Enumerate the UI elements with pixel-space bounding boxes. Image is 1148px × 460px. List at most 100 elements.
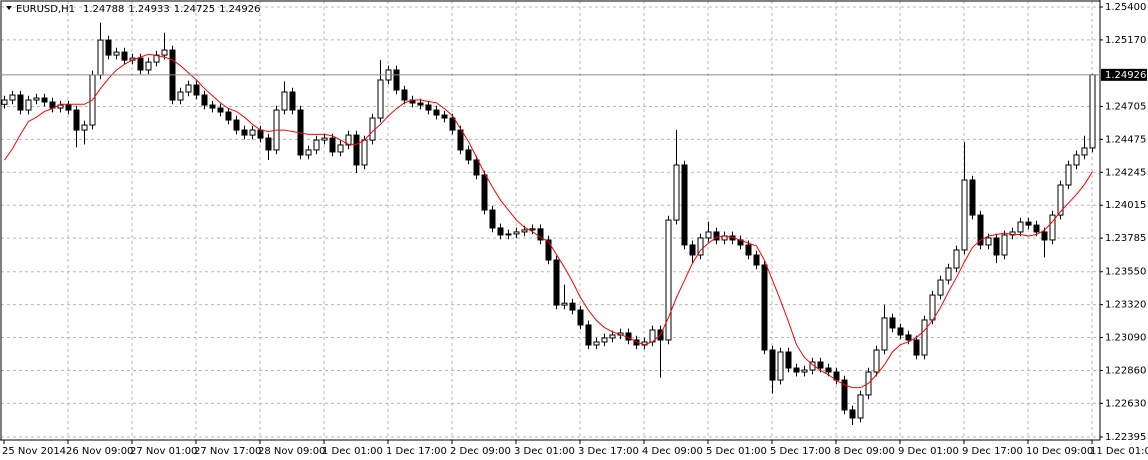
y-tick-label: 1.23090 bbox=[1105, 333, 1146, 344]
header-low: 1.24725 bbox=[174, 4, 215, 15]
candle-body bbox=[345, 134, 352, 146]
candle-body bbox=[401, 89, 408, 101]
candle-body bbox=[121, 51, 128, 61]
candle-body bbox=[817, 361, 824, 369]
candle-body bbox=[801, 369, 808, 373]
candle-body bbox=[225, 111, 232, 121]
candle-body bbox=[585, 324, 592, 346]
x-tick-label: 3 Dec 01:00 bbox=[514, 446, 575, 457]
x-tick-label: 26 Nov 09:00 bbox=[66, 446, 133, 457]
candle-body bbox=[361, 139, 368, 166]
candle-body bbox=[761, 264, 768, 351]
y-tick-label: 1.22630 bbox=[1105, 398, 1146, 409]
candle-body bbox=[281, 91, 288, 111]
candle-body bbox=[497, 227, 504, 236]
candle-body bbox=[57, 104, 64, 109]
candle-body bbox=[785, 351, 792, 369]
candle-body bbox=[561, 302, 568, 306]
candle-body bbox=[193, 84, 200, 96]
candle-body bbox=[153, 54, 160, 63]
header-high: 1.24933 bbox=[128, 4, 169, 15]
candle-body bbox=[481, 174, 488, 211]
candle-body bbox=[905, 334, 912, 341]
candle-body bbox=[665, 219, 672, 341]
candle-body bbox=[161, 49, 168, 56]
x-tick-label: 28 Nov 09:00 bbox=[258, 446, 325, 457]
x-tick-label: 27 Nov 17:00 bbox=[194, 446, 261, 457]
candle-body bbox=[945, 267, 952, 281]
candle-body bbox=[1065, 164, 1072, 186]
candle-body bbox=[241, 129, 248, 136]
candle-body bbox=[673, 164, 680, 221]
candle-body bbox=[881, 317, 888, 351]
candle-body bbox=[393, 69, 400, 91]
candle-body bbox=[857, 394, 864, 419]
y-tick-label: 1.23785 bbox=[1105, 233, 1146, 244]
candle-body bbox=[113, 51, 120, 56]
candle-body bbox=[1057, 184, 1064, 216]
candle-body bbox=[713, 231, 720, 241]
candle-body bbox=[9, 94, 16, 101]
x-tick-label: 5 Dec 01:00 bbox=[706, 446, 767, 457]
candle-body bbox=[105, 39, 112, 56]
candle-body bbox=[1025, 221, 1032, 226]
menu-arrow[interactable] bbox=[6, 6, 12, 10]
candle-body bbox=[305, 149, 312, 156]
candle-body bbox=[473, 159, 480, 176]
x-tick-label: 27 Nov 01:00 bbox=[130, 446, 197, 457]
y-tick-label: 1.24015 bbox=[1105, 200, 1146, 211]
candle-body bbox=[1, 99, 8, 105]
x-tick-label: 11 Dec 01:00 bbox=[1090, 446, 1148, 457]
candle-body bbox=[73, 109, 80, 131]
chart-title: EURUSD,H1 bbox=[16, 4, 75, 15]
candle-body bbox=[217, 107, 224, 113]
candle-body bbox=[985, 237, 992, 246]
candle-body bbox=[1001, 234, 1008, 256]
candle-body bbox=[489, 209, 496, 229]
y-tick-label: 1.23550 bbox=[1105, 267, 1146, 278]
candle-body bbox=[1089, 74, 1096, 149]
y-tick-label: 1.22395 bbox=[1105, 432, 1146, 443]
candle-body bbox=[889, 317, 896, 329]
candle-body bbox=[1017, 221, 1024, 233]
candle-body bbox=[689, 244, 696, 256]
candle-body bbox=[825, 367, 832, 373]
x-tick-label: 9 Dec 01:00 bbox=[898, 446, 959, 457]
candle-body bbox=[1081, 147, 1088, 156]
candle-body bbox=[505, 233, 512, 236]
candle-body bbox=[545, 239, 552, 261]
candle-body bbox=[449, 117, 456, 131]
candle-body bbox=[841, 379, 848, 411]
x-tick-label: 5 Dec 17:00 bbox=[770, 446, 831, 457]
candle-body bbox=[41, 97, 48, 103]
x-tick-label: 3 Dec 17:00 bbox=[578, 446, 639, 457]
candle-body bbox=[65, 104, 72, 111]
candle-body bbox=[233, 119, 240, 131]
candle-body bbox=[25, 99, 32, 111]
candle-body bbox=[953, 249, 960, 269]
candle-body bbox=[681, 164, 688, 246]
candle-body bbox=[209, 104, 216, 109]
candle-body bbox=[377, 79, 384, 119]
candle-body bbox=[33, 97, 40, 101]
candle-body bbox=[529, 228, 536, 231]
candle-body bbox=[577, 309, 584, 326]
current-price-label: 1.24926 bbox=[1105, 70, 1146, 81]
candle-body bbox=[697, 237, 704, 256]
candle-body bbox=[289, 91, 296, 111]
header-close: 1.24926 bbox=[219, 4, 260, 15]
chart-header: EURUSD,H1 1.24788 1.24933 1.24725 1.24926 bbox=[16, 4, 260, 15]
y-tick-label: 1.24475 bbox=[1105, 134, 1146, 145]
candle-body bbox=[457, 129, 464, 151]
candle-body bbox=[97, 39, 104, 76]
candle-body bbox=[993, 237, 1000, 256]
candle-body bbox=[969, 179, 976, 216]
y-tick-label: 1.23320 bbox=[1105, 300, 1146, 311]
x-tick-label: 2 Dec 09:00 bbox=[450, 446, 511, 457]
candle-body bbox=[201, 94, 208, 106]
moving-average bbox=[4, 53, 1093, 389]
candle-body bbox=[601, 337, 608, 343]
